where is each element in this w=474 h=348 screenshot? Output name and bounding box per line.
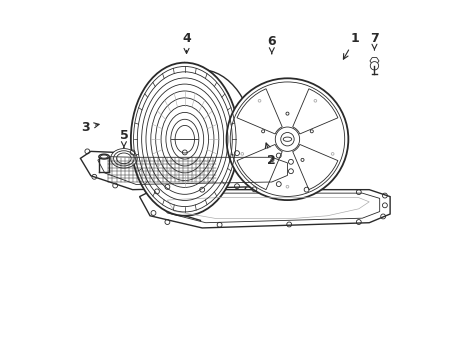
Ellipse shape [99,154,109,159]
Text: 6: 6 [267,35,276,54]
Polygon shape [139,190,390,228]
Polygon shape [81,151,300,190]
Text: 1: 1 [343,32,360,59]
Circle shape [227,78,348,200]
Polygon shape [370,57,379,64]
Text: 3: 3 [82,120,99,134]
Text: 7: 7 [370,32,379,50]
Text: 5: 5 [119,129,128,148]
Ellipse shape [131,63,239,216]
Circle shape [370,62,379,70]
Text: 4: 4 [182,32,191,53]
Ellipse shape [110,149,137,168]
Text: 2: 2 [265,143,276,167]
